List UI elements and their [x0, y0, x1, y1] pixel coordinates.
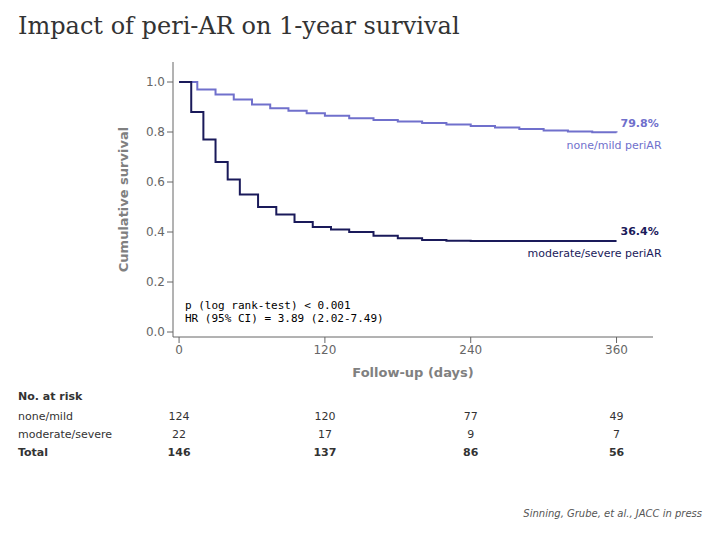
svg-text:0.4: 0.4: [146, 225, 165, 239]
html-text:79.8%: 79.8%: [620, 116, 659, 130]
svg-text:Cumulative survival: Cumulative survival: [116, 127, 131, 272]
html-text:49: 49: [609, 410, 624, 423]
html-text:7: 7: [613, 428, 620, 441]
svg-text:360: 360: [605, 343, 628, 357]
html-text:137: 137: [313, 446, 337, 459]
html-text:none/mild periAR: none/mild periAR: [566, 138, 662, 152]
html-text:Sinning, Grube, et al., JACC i: Sinning, Grube, et al., JACC in press: [523, 508, 702, 519]
html-text:none/mild: none/mild: [18, 410, 73, 423]
html-text:Total: Total: [18, 446, 49, 459]
html-text:124: 124: [168, 410, 190, 423]
html-text:77: 77: [463, 410, 478, 423]
html-text:36.4%: 36.4%: [620, 225, 659, 238]
svg-text:120: 120: [313, 343, 336, 357]
svg-text:0.8: 0.8: [146, 125, 165, 139]
html-text:moderate/severe: moderate/severe: [18, 428, 113, 441]
html-text:moderate/severe periAR: moderate/severe periAR: [527, 247, 662, 260]
svg-text:0.2: 0.2: [146, 275, 165, 289]
svg-text:240: 240: [459, 343, 482, 357]
svg-text:0.0: 0.0: [146, 325, 165, 339]
svg-text:1.0: 1.0: [146, 75, 165, 89]
html-text:Impact of peri-AR on 1-year su: Impact of peri-AR on 1-year survival: [18, 12, 460, 40]
html-text:No. at risk: No. at risk: [18, 390, 83, 403]
html-text:17: 17: [317, 428, 332, 441]
html-text:146: 146: [167, 446, 191, 459]
html-text:9: 9: [467, 428, 475, 441]
html-text:p (log rank-test) < 0.001 HR (: p (log rank-test) < 0.001 HR (95% CI) = …: [185, 299, 384, 325]
html-text:86: 86: [463, 446, 479, 459]
html-text:120: 120: [314, 410, 336, 423]
svg-text:Follow-up (days): Follow-up (days): [352, 365, 473, 380]
svg-text:0: 0: [175, 343, 183, 357]
html-text:22: 22: [172, 428, 187, 441]
svg-text:0.6: 0.6: [146, 175, 165, 189]
html-text:56: 56: [608, 446, 625, 459]
